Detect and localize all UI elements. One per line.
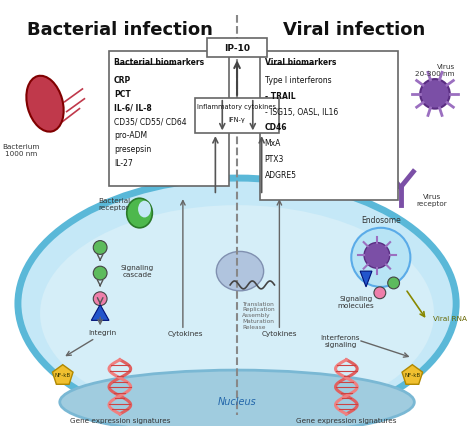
Text: Cytokines: Cytokines — [262, 331, 297, 337]
Text: CD35/ CD55/ CD64: CD35/ CD55/ CD64 — [114, 118, 187, 127]
Text: Bacterial
receptor: Bacterial receptor — [98, 198, 130, 211]
Bar — [260, 51, 398, 200]
Circle shape — [93, 266, 107, 280]
Text: Translation
Replication
Assembly
Maturation
Release: Translation Replication Assembly Maturat… — [242, 302, 274, 330]
Text: Bacterium
1000 nm: Bacterium 1000 nm — [3, 144, 40, 157]
Text: CD46: CD46 — [264, 124, 287, 133]
Text: Gene expression signatures: Gene expression signatures — [296, 418, 397, 424]
Text: IL-6/ IL-8: IL-6/ IL-8 — [114, 104, 152, 113]
Circle shape — [374, 287, 386, 299]
Text: Cytokines: Cytokines — [168, 331, 204, 337]
Text: Type I interferons: Type I interferons — [264, 76, 331, 85]
Ellipse shape — [216, 251, 264, 291]
Text: Integrin: Integrin — [88, 330, 116, 336]
Bar — [109, 51, 229, 187]
Text: IL-27: IL-27 — [114, 159, 133, 168]
Text: Gene expression signatures: Gene expression signatures — [70, 418, 170, 424]
Ellipse shape — [60, 370, 414, 429]
Text: NF-kB: NF-kB — [404, 373, 420, 378]
Circle shape — [388, 277, 400, 289]
Text: Viral biomarkers: Viral biomarkers — [264, 58, 336, 67]
Text: presepsin: presepsin — [114, 145, 151, 154]
Circle shape — [351, 228, 410, 287]
Text: MxA: MxA — [264, 139, 281, 148]
Ellipse shape — [138, 201, 151, 218]
Text: Nucleus: Nucleus — [218, 397, 256, 407]
Circle shape — [364, 242, 390, 268]
Circle shape — [93, 241, 107, 254]
Ellipse shape — [40, 205, 434, 422]
Circle shape — [93, 292, 107, 305]
Bar — [195, 98, 279, 133]
Text: IFN-γ: IFN-γ — [228, 118, 246, 124]
Polygon shape — [402, 365, 423, 384]
Text: PCT: PCT — [114, 90, 131, 99]
Ellipse shape — [18, 178, 456, 429]
Circle shape — [420, 79, 450, 109]
Text: PTX3: PTX3 — [264, 155, 284, 164]
Text: Bacterial infection: Bacterial infection — [27, 21, 213, 39]
Polygon shape — [360, 271, 372, 287]
Text: Virus
20-300 nm: Virus 20-300 nm — [415, 64, 455, 77]
Polygon shape — [91, 305, 109, 320]
Polygon shape — [53, 365, 73, 384]
Text: Virus
receptor: Virus receptor — [417, 194, 447, 207]
Text: - ISG15, OASL, IL16: - ISG15, OASL, IL16 — [264, 108, 338, 117]
Text: Bacterial biomarkers: Bacterial biomarkers — [114, 58, 204, 67]
Text: Viral RNA: Viral RNA — [433, 317, 467, 323]
Text: pro-ADM: pro-ADM — [114, 131, 147, 140]
Text: Interferons
signaling: Interferons signaling — [321, 335, 360, 348]
Text: CRP: CRP — [114, 76, 131, 85]
Ellipse shape — [27, 76, 64, 132]
Ellipse shape — [127, 198, 152, 228]
Text: Viral infection: Viral infection — [283, 21, 425, 39]
Text: Signaling
molecules: Signaling molecules — [338, 296, 374, 309]
Text: - TRAIL: - TRAIL — [264, 92, 295, 101]
Text: Inflammatory cytokines,: Inflammatory cytokines, — [197, 104, 278, 110]
Bar — [208, 38, 266, 57]
Text: ADGRE5: ADGRE5 — [264, 171, 297, 180]
Text: NF-kB: NF-kB — [55, 373, 71, 378]
Text: Endosome: Endosome — [361, 216, 401, 225]
Text: Signaling
cascade: Signaling cascade — [121, 265, 154, 278]
Text: IP-10: IP-10 — [224, 44, 250, 53]
